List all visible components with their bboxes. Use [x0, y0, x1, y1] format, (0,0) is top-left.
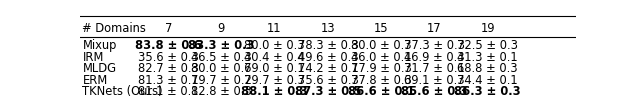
Text: 79.7 ± 0.3: 79.7 ± 0.3 [244, 74, 305, 87]
Text: 7: 7 [164, 22, 172, 35]
Text: 69.1 ± 0.3: 69.1 ± 0.3 [404, 74, 465, 87]
Text: 79.0 ± 0.1: 79.0 ± 0.1 [244, 62, 305, 75]
Text: 9: 9 [218, 22, 225, 35]
Text: 75.6 ± 0.3: 75.6 ± 0.3 [298, 74, 358, 87]
Text: 80.0 ± 0.3: 80.0 ± 0.3 [244, 39, 305, 52]
Text: IRM: IRM [83, 51, 104, 64]
Text: 87.3 ± 0.5: 87.3 ± 0.5 [295, 85, 361, 98]
Text: 79.7 ± 0.2: 79.7 ± 0.2 [191, 74, 252, 87]
Text: MLDG: MLDG [83, 62, 116, 75]
Text: 74.2 ± 0.1: 74.2 ± 0.1 [298, 62, 358, 75]
Text: 83.3 ± 0.3: 83.3 ± 0.3 [188, 39, 255, 52]
Text: 77.9 ± 0.3: 77.9 ± 0.3 [351, 62, 412, 75]
Text: Mixup: Mixup [83, 39, 117, 52]
Text: 82.8 ± 0.3: 82.8 ± 0.3 [191, 85, 252, 98]
Text: 72.5 ± 0.3: 72.5 ± 0.3 [457, 39, 518, 52]
Text: 41.3 ± 0.1: 41.3 ± 0.1 [458, 51, 518, 64]
Text: 83.8 ± 0.6: 83.8 ± 0.6 [135, 39, 202, 52]
Text: 49.6 ± 0.3: 49.6 ± 0.3 [298, 51, 358, 64]
Text: 77.3 ± 0.3: 77.3 ± 0.3 [404, 39, 465, 52]
Text: 71.7 ± 0.1: 71.7 ± 0.1 [404, 62, 465, 75]
Text: 86.3 ± 0.3: 86.3 ± 0.3 [454, 85, 521, 98]
Text: 82.7 ± 0.3: 82.7 ± 0.3 [138, 62, 199, 75]
Text: 46.0 ± 0.1: 46.0 ± 0.1 [351, 51, 412, 64]
Text: ERM: ERM [83, 74, 108, 87]
Text: 13: 13 [321, 22, 335, 35]
Text: TKNets (Ours): TKNets (Ours) [83, 85, 163, 98]
Text: 68.8 ± 0.3: 68.8 ± 0.3 [458, 62, 518, 75]
Text: 85.6 ± 0.3: 85.6 ± 0.3 [401, 85, 467, 98]
Text: 81.1 ± 0.1: 81.1 ± 0.1 [138, 85, 198, 98]
Text: 46.5 ± 0.3: 46.5 ± 0.3 [191, 51, 252, 64]
Text: 86.6 ± 0.1: 86.6 ± 0.1 [348, 85, 415, 98]
Text: 15: 15 [374, 22, 389, 35]
Text: 80.0 ± 0.3: 80.0 ± 0.3 [351, 39, 412, 52]
Text: 88.1 ± 0.3: 88.1 ± 0.3 [241, 85, 308, 98]
Text: 11: 11 [267, 22, 282, 35]
Text: 40.4 ± 0.4: 40.4 ± 0.4 [244, 51, 305, 64]
Text: 35.6 ± 0.3: 35.6 ± 0.3 [138, 51, 199, 64]
Text: 80.0 ± 0.6: 80.0 ± 0.6 [191, 62, 252, 75]
Text: 17: 17 [427, 22, 442, 35]
Text: 81.3 ± 0.1: 81.3 ± 0.1 [138, 74, 198, 87]
Text: 77.8 ± 0.3: 77.8 ± 0.3 [351, 74, 412, 87]
Text: 19: 19 [481, 22, 495, 35]
Text: 46.9 ± 0.3: 46.9 ± 0.3 [404, 51, 465, 64]
Text: 74.4 ± 0.1: 74.4 ± 0.1 [458, 74, 518, 87]
Text: # Domains: # Domains [83, 22, 147, 35]
Text: 78.3 ± 0.3: 78.3 ± 0.3 [298, 39, 358, 52]
